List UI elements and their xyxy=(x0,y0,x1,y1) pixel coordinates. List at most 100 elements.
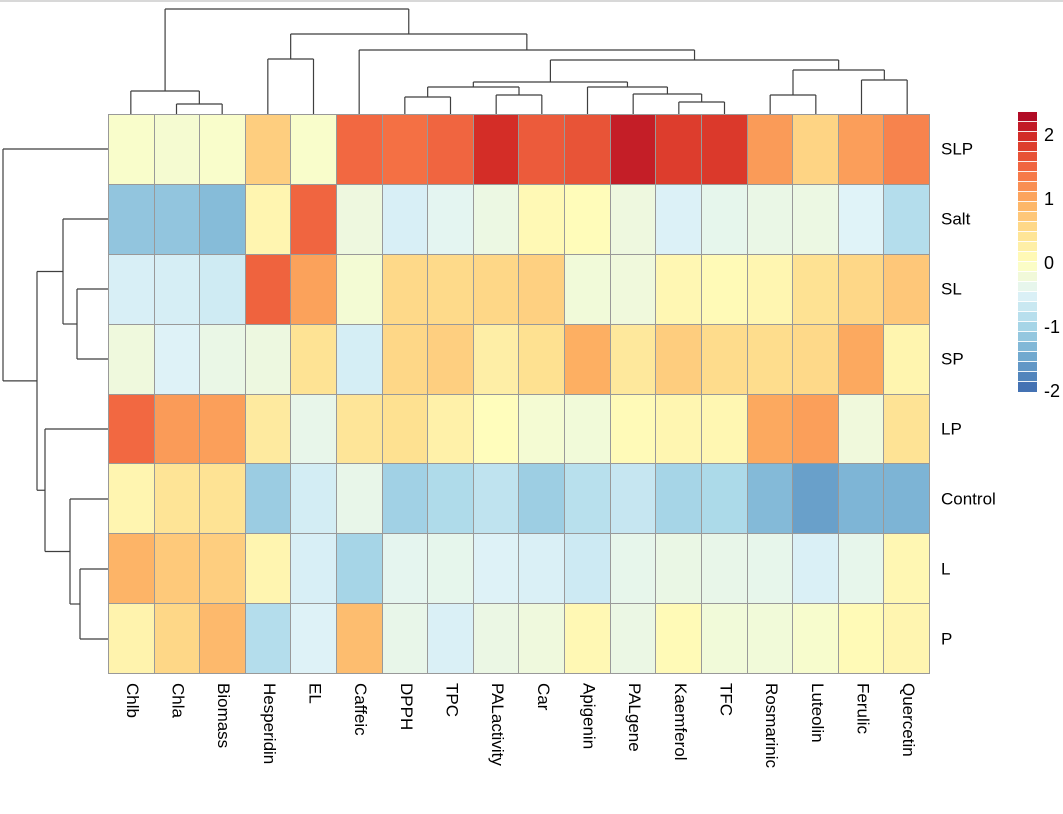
row-label-SP: SP xyxy=(941,349,964,369)
heatmap-cell-SL-EL xyxy=(291,254,337,324)
heatmap-cell-LP-TPC xyxy=(428,394,473,464)
heatmap-cell-L-TPC xyxy=(428,534,473,604)
heatmap-cell-Control-Chlb xyxy=(109,464,154,534)
column-label-Hesperidin: Hesperidin xyxy=(259,683,279,765)
heatmap-cell-Salt-Rosmarinic xyxy=(747,184,793,254)
heatmap-cell-SL-Rosmarinic xyxy=(747,254,793,324)
heatmap-cell-SL-Caffeic xyxy=(337,254,382,324)
heatmap-grid xyxy=(108,114,930,674)
legend-tick-label-1: 1 xyxy=(1044,188,1055,209)
heatmap-cell-Salt-Kaemferol xyxy=(656,184,701,254)
heatmap-cell-Control-PALactivity xyxy=(473,464,519,534)
heatmap-cell-P-Biomass xyxy=(200,604,245,673)
heatmap-cell-P-Chla xyxy=(154,604,200,673)
row-label-Control: Control xyxy=(941,489,996,509)
heatmap-cell-SP-PALgene xyxy=(610,324,656,394)
heatmap-cell-LP-Ferulic xyxy=(838,394,884,464)
column-label-Caffeic: Caffeic xyxy=(351,683,371,736)
heatmap-cell-Salt-DPPH xyxy=(382,184,428,254)
legend-tick-label-0: 0 xyxy=(1044,252,1055,273)
heatmap-cell-SP-Chlb xyxy=(109,324,154,394)
heatmap-cell-Control-DPPH xyxy=(382,464,428,534)
row-label-LP: LP xyxy=(941,419,962,439)
heatmap-cell-LP-Caffeic xyxy=(337,394,382,464)
legend-color-segment xyxy=(1018,172,1037,182)
heatmap-cell-SL-Chla xyxy=(154,254,200,324)
heatmap-cell-P-PALactivity xyxy=(473,604,519,673)
heatmap-cell-LP-Apigenin xyxy=(565,394,610,464)
heatmap-cell-SL-Kaemferol xyxy=(656,254,701,324)
heatmap-cell-Salt-EL xyxy=(291,184,337,254)
column-label-TPC: TPC xyxy=(442,683,462,717)
column-label-Kaemferol: Kaemferol xyxy=(670,683,690,761)
legend-colorbar xyxy=(1018,112,1037,392)
heatmap-cell-L-Rosmarinic xyxy=(747,534,793,604)
column-label-Quercetin: Quercetin xyxy=(899,683,919,757)
heatmap-cell-Salt-PALgene xyxy=(610,184,656,254)
heatmap-cell-SP-TPC xyxy=(428,324,473,394)
heatmap-cell-P-TFC xyxy=(701,604,747,673)
heatmap-cell-SLP-Chla xyxy=(154,115,200,184)
heatmap-cell-SLP-PALgene xyxy=(610,115,656,184)
heatmap-cell-L-Chlb xyxy=(109,534,154,604)
legend-color-segment xyxy=(1018,142,1037,152)
heatmap-cell-Control-Rosmarinic xyxy=(747,464,793,534)
heatmap-cell-Salt-Chlb xyxy=(109,184,154,254)
heatmap-cell-SL-Luteolin xyxy=(793,254,838,324)
heatmap-cell-P-Quercetin xyxy=(884,604,929,673)
column-label-PALgene: PALgene xyxy=(625,683,645,752)
heatmap-cell-Salt-Quercetin xyxy=(884,184,929,254)
legend-color-segment xyxy=(1018,332,1037,342)
heatmap-cell-L-Quercetin xyxy=(884,534,929,604)
legend-tick-label--2: -2 xyxy=(1044,380,1061,401)
legend-tick-label-2: 2 xyxy=(1044,125,1055,145)
heatmap-cell-SP-Quercetin xyxy=(884,324,929,394)
heatmap-cell-L-Biomass xyxy=(200,534,245,604)
heatmap-cell-Control-Kaemferol xyxy=(656,464,701,534)
heatmap-cell-P-Hesperidin xyxy=(245,604,291,673)
heatmap-cell-SP-Biomass xyxy=(200,324,245,394)
heatmap-cell-Control-Apigenin xyxy=(565,464,610,534)
heatmap-cell-SL-Ferulic xyxy=(838,254,884,324)
heatmap-cell-SLP-PALactivity xyxy=(473,115,519,184)
heatmap-cell-Salt-TPC xyxy=(428,184,473,254)
column-label-TFC: TFC xyxy=(716,683,736,717)
heatmap-cell-SP-Rosmarinic xyxy=(747,324,793,394)
legend-color-segment xyxy=(1018,202,1037,212)
heatmap-cell-P-EL xyxy=(291,604,337,673)
heatmap-cell-Control-Biomass xyxy=(200,464,245,534)
heatmap-cell-Salt-PALactivity xyxy=(473,184,519,254)
heatmap-cell-L-Car xyxy=(519,534,565,604)
heatmap-cell-Salt-Car xyxy=(519,184,565,254)
legend-color-segment xyxy=(1018,282,1037,292)
heatmap-cell-Control-EL xyxy=(291,464,337,534)
legend-color-segment xyxy=(1018,272,1037,282)
legend-color-segment xyxy=(1018,352,1037,362)
heatmap-cell-SP-Car xyxy=(519,324,565,394)
heatmap-cell-LP-DPPH xyxy=(382,394,428,464)
heatmap-cell-LP-PALactivity xyxy=(473,394,519,464)
heatmap-cell-SLP-EL xyxy=(291,115,337,184)
heatmap-cell-SP-DPPH xyxy=(382,324,428,394)
heatmap-cell-P-Car xyxy=(519,604,565,673)
heatmap-cell-SL-Quercetin xyxy=(884,254,929,324)
heatmap-cell-Control-Hesperidin xyxy=(245,464,291,534)
heatmap-cell-Salt-TFC xyxy=(701,184,747,254)
legend-color-segment xyxy=(1018,252,1037,262)
column-label-PALactivity: PALactivity xyxy=(488,683,508,766)
row-label-SL: SL xyxy=(941,279,962,299)
heatmap-cell-L-PALactivity xyxy=(473,534,519,604)
heatmap-cell-SL-Biomass xyxy=(200,254,245,324)
column-label-DPPH: DPPH xyxy=(396,683,416,731)
column-label-EL: EL xyxy=(305,683,325,704)
row-label-Salt: Salt xyxy=(941,209,971,229)
legend-color-segment xyxy=(1018,112,1037,122)
column-label-Chlb: Chlb xyxy=(122,683,142,718)
heatmap-cell-LP-Kaemferol xyxy=(656,394,701,464)
heatmap-cell-L-Chla xyxy=(154,534,200,604)
legend-color-segment xyxy=(1018,242,1037,252)
heatmap-cell-SL-Car xyxy=(519,254,565,324)
heatmap-cell-Control-Caffeic xyxy=(337,464,382,534)
